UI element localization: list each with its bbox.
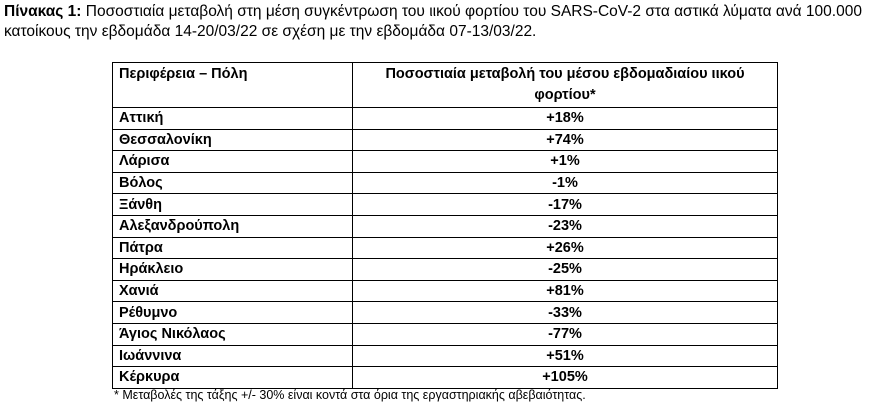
table-row: Άγιος Νικόλαος -77% bbox=[112, 322, 778, 346]
table-row: Αττική +18% bbox=[112, 107, 778, 130]
table-row: Αλεξανδρούπολη -23% bbox=[112, 214, 778, 238]
region-cell: Πάτρα bbox=[112, 236, 353, 260]
change-cell: +26% bbox=[352, 236, 778, 260]
change-cell: -23% bbox=[352, 214, 778, 238]
change-cell: -77% bbox=[352, 322, 778, 346]
table-caption: Πίνακας 1: Ποσοστιαία μεταβολή στη μέση … bbox=[4, 2, 889, 42]
region-cell: Κέρκυρα bbox=[112, 366, 353, 389]
region-cell: Θεσσαλονίκη bbox=[112, 128, 353, 152]
region-cell: Αλεξανδρούπολη bbox=[112, 214, 353, 238]
change-cell: +1% bbox=[352, 150, 778, 173]
viral-load-change-table: Περιφέρεια – Πόλη Ποσοστιαία μεταβολή το… bbox=[112, 62, 778, 389]
region-cell: Λάρισα bbox=[112, 150, 353, 173]
region-cell: Αττική bbox=[112, 107, 353, 130]
change-cell: +51% bbox=[352, 344, 778, 368]
table-row: Ρέθυμνο -33% bbox=[112, 301, 778, 324]
table-row: Πάτρα +26% bbox=[112, 236, 778, 260]
table-row: Χανιά +81% bbox=[112, 279, 778, 303]
region-cell: Χανιά bbox=[112, 279, 353, 303]
table-header-row: Περιφέρεια – Πόλη Ποσοστιαία μεταβολή το… bbox=[112, 62, 778, 108]
region-cell: Ξάνθη bbox=[112, 193, 353, 216]
table-row: Λάρισα +1% bbox=[112, 150, 778, 173]
change-cell: +18% bbox=[352, 107, 778, 130]
region-cell: Ηράκλειο bbox=[112, 258, 353, 281]
table-row: Θεσσαλονίκη +74% bbox=[112, 128, 778, 152]
caption-text: Ποσοστιαία μεταβολή στη μέση συγκέντρωση… bbox=[4, 3, 862, 40]
region-cell: Ιωάννινα bbox=[112, 344, 353, 368]
caption-label: Πίνακας 1: bbox=[4, 3, 82, 20]
region-cell: Βόλος bbox=[112, 171, 353, 195]
header-region: Περιφέρεια – Πόλη bbox=[112, 62, 353, 108]
table-row: Ιωάννινα +51% bbox=[112, 344, 778, 368]
change-cell: +105% bbox=[352, 366, 778, 389]
table-row: Ηράκλειο -25% bbox=[112, 258, 778, 281]
table-row: Ξάνθη -17% bbox=[112, 193, 778, 216]
change-cell: -33% bbox=[352, 301, 778, 324]
region-cell: Άγιος Νικόλαος bbox=[112, 322, 353, 346]
change-cell: +81% bbox=[352, 279, 778, 303]
table-row: Κέρκυρα +105% bbox=[112, 366, 778, 389]
region-cell: Ρέθυμνο bbox=[112, 301, 353, 324]
change-cell: -17% bbox=[352, 193, 778, 216]
change-cell: -1% bbox=[352, 171, 778, 195]
change-cell: +74% bbox=[352, 128, 778, 152]
table-footnote: * Μεταβολές της τάξης +/- 30% είναι κοντ… bbox=[114, 388, 586, 402]
header-change: Ποσοστιαία μεταβολή του μέσου εβδομαδιαί… bbox=[352, 62, 778, 108]
table-row: Βόλος -1% bbox=[112, 171, 778, 195]
change-cell: -25% bbox=[352, 258, 778, 281]
